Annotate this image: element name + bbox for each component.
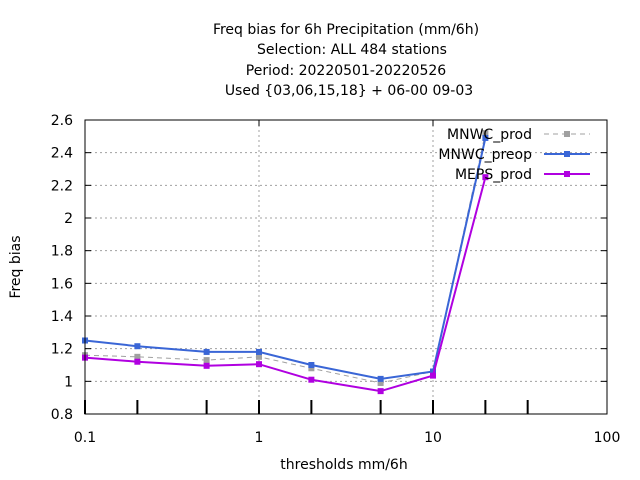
chart-title: Freq bias for 6h Precipitation (mm/6h) S… — [213, 22, 479, 99]
point-MEPS_prod-5 — [377, 388, 384, 395]
y-tick-label-5: 1.8 — [51, 244, 73, 260]
series — [82, 130, 489, 395]
title-line-3: Period: 20220501-20220526 — [246, 63, 446, 79]
point-MNWC_preop-4 — [308, 362, 315, 368]
y-axis-label: Freq bias — [8, 235, 24, 298]
y-tick-label-7: 2.2 — [51, 178, 73, 194]
point-MNWC_prod-5 — [377, 379, 384, 386]
legend-label-MNWC_preop: MNWC_preop — [438, 147, 532, 163]
point-MNWC_prod-2 — [203, 357, 210, 364]
point-MNWC_prod-4 — [308, 365, 315, 372]
legend-marker-MEPS_prod — [564, 171, 570, 177]
x-axis-ticks: 0.1 1 10 100 — [74, 120, 621, 446]
y-tick-label-1: 1 — [64, 374, 73, 390]
point-MNWC_prod-7 — [482, 130, 489, 137]
series-line-MNWC_preop — [84, 137, 487, 380]
point-MNWC_preop-3 — [256, 348, 262, 355]
point-MNWC_prod-1 — [134, 353, 141, 360]
y-tick-label-9: 2.6 — [51, 113, 73, 129]
series-line-MNWC_prod — [84, 132, 486, 384]
series-MNWC_preop — [82, 134, 489, 382]
x-tick-label-2: 10 — [424, 430, 442, 446]
y-tick-label-8: 2.4 — [51, 146, 73, 162]
y-tick-label-4: 1.6 — [51, 276, 73, 292]
y-tick-label-0: 0.8 — [51, 407, 73, 423]
y-tick-label-6: 2 — [64, 211, 73, 227]
legend: MNWC_prod MNWC_preop MEPS_prod — [438, 127, 590, 183]
point-MNWC_preop-2 — [203, 348, 210, 355]
point-MEPS_prod-3 — [256, 361, 262, 368]
grid — [85, 120, 607, 414]
y-tick-label-2: 1.2 — [51, 342, 73, 358]
x-axis-label: thresholds mm/6h — [280, 457, 407, 473]
series-line-MEPS_prod — [84, 176, 487, 393]
legend-label-MNWC_prod: MNWC_prod — [447, 127, 532, 143]
series-MEPS_prod — [82, 174, 489, 395]
title-line-1: Freq bias for 6h Precipitation (mm/6h) — [213, 22, 479, 38]
y-tick-label-3: 1.4 — [51, 309, 73, 325]
x-tick-label-1: 1 — [255, 430, 264, 446]
y-axis-ticks: 0.8 1 1.2 1.4 1.6 1.8 2 2.2 2.4 2.6 — [51, 113, 607, 423]
point-MNWC_preop-1 — [134, 343, 141, 350]
legend-label-MEPS_prod: MEPS_prod — [455, 167, 532, 183]
threshold-marks — [84, 400, 529, 414]
point-MEPS_prod-4 — [308, 376, 315, 383]
legend-marker-MNWC_prod — [564, 131, 570, 137]
point-MNWC_preop-5 — [377, 375, 384, 382]
x-tick-label-3: 100 — [594, 430, 621, 446]
point-MNWC_preop-6 — [430, 368, 436, 375]
point-MEPS_prod-6 — [430, 372, 436, 379]
point-MEPS_prod-2 — [203, 362, 210, 369]
point-MEPS_prod-7 — [482, 174, 489, 181]
legend-marker-MNWC_preop — [564, 151, 570, 157]
title-line-2: Selection: ALL 484 stations — [257, 42, 447, 58]
point-MEPS_prod-1 — [134, 358, 141, 365]
plot-frame — [84, 119, 608, 415]
title-line-4: Used {03,06,15,18} + 06-00 09-03 — [225, 83, 473, 99]
x-tick-label-0: 0.1 — [74, 430, 96, 446]
point-MNWC_preop-7 — [482, 134, 489, 141]
point-MNWC_prod-3 — [256, 353, 262, 360]
